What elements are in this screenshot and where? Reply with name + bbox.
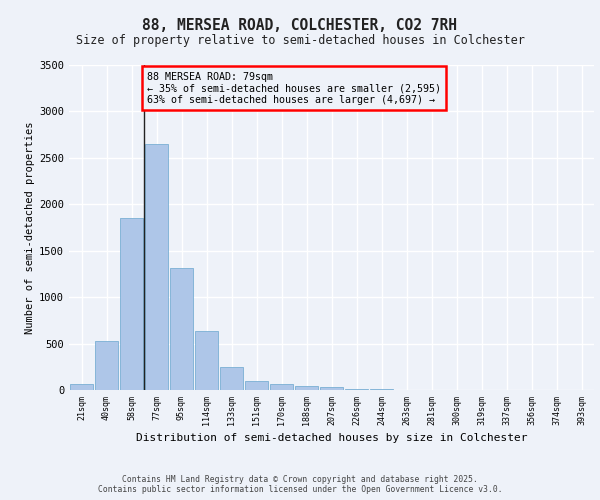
Text: 88 MERSEA ROAD: 79sqm
← 35% of semi-detached houses are smaller (2,595)
63% of s: 88 MERSEA ROAD: 79sqm ← 35% of semi-deta…: [147, 72, 441, 104]
Bar: [220, 367, 243, 390]
Text: Contains HM Land Registry data © Crown copyright and database right 2025.
Contai: Contains HM Land Registry data © Crown c…: [98, 474, 502, 494]
Bar: [320, 387, 343, 390]
Bar: [170, 268, 193, 390]
Bar: [345, 388, 368, 390]
Bar: [270, 384, 293, 390]
Y-axis label: Number of semi-detached properties: Number of semi-detached properties: [25, 121, 35, 334]
Bar: [145, 144, 168, 390]
Bar: [120, 218, 143, 390]
Text: 88, MERSEA ROAD, COLCHESTER, CO2 7RH: 88, MERSEA ROAD, COLCHESTER, CO2 7RH: [143, 18, 458, 32]
Bar: [95, 341, 118, 390]
Bar: [70, 384, 93, 390]
Bar: [295, 386, 318, 390]
Bar: [245, 380, 268, 390]
X-axis label: Distribution of semi-detached houses by size in Colchester: Distribution of semi-detached houses by …: [136, 433, 527, 443]
Bar: [195, 330, 218, 390]
Text: Size of property relative to semi-detached houses in Colchester: Size of property relative to semi-detach…: [76, 34, 524, 47]
